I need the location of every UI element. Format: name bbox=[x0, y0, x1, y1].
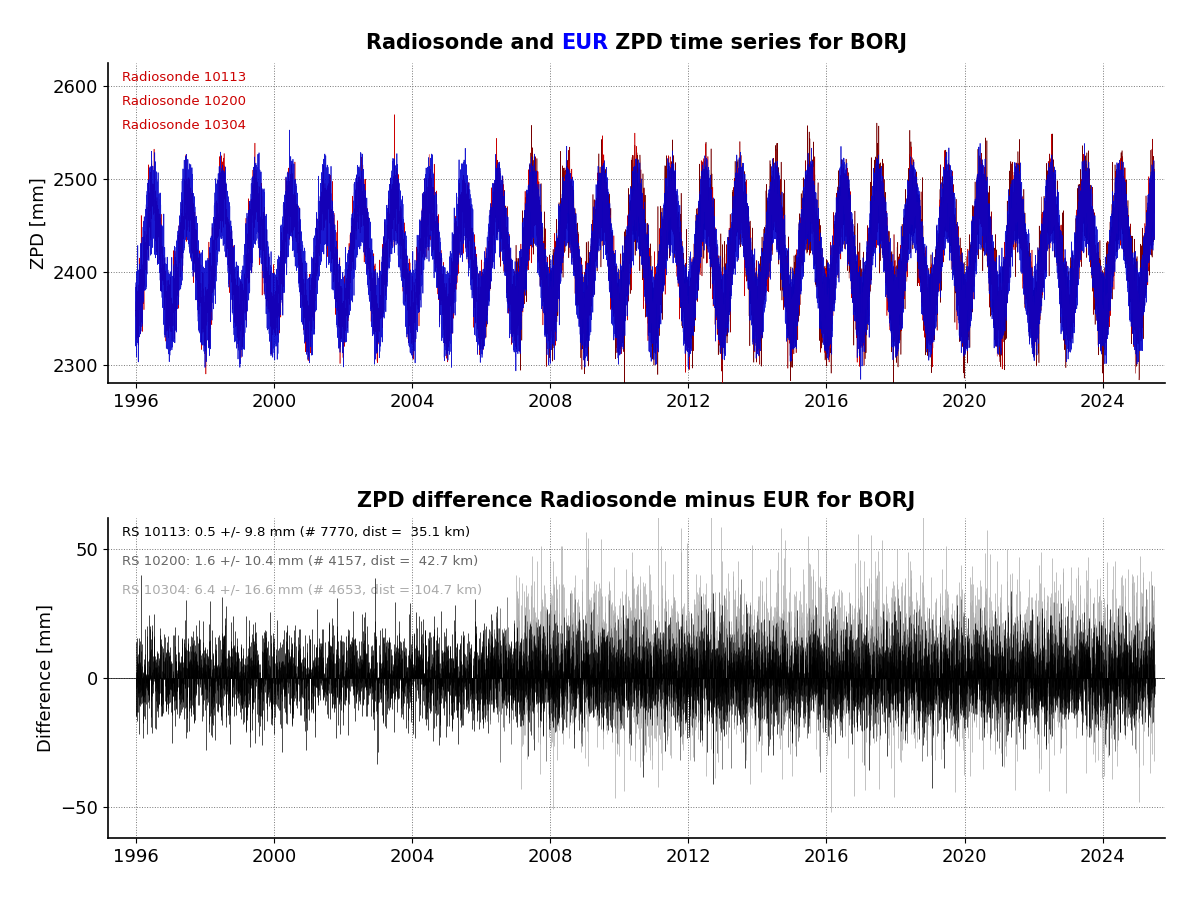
Text: Radiosonde 10304: Radiosonde 10304 bbox=[121, 119, 246, 132]
Text: Radiosonde 10113: Radiosonde 10113 bbox=[121, 71, 246, 84]
Text: RS 10113: 0.5 +/- 9.8 mm (# 7770, dist =  35.1 km): RS 10113: 0.5 +/- 9.8 mm (# 7770, dist =… bbox=[121, 526, 470, 539]
Text: Radiosonde 10200: Radiosonde 10200 bbox=[121, 96, 246, 108]
Y-axis label: ZPD [mm]: ZPD [mm] bbox=[29, 177, 47, 269]
Y-axis label: Difference [mm]: Difference [mm] bbox=[37, 604, 55, 751]
Text: EUR: EUR bbox=[561, 33, 609, 53]
Text: RS 10304: 6.4 +/- 16.6 mm (# 4653, dist = 104.7 km): RS 10304: 6.4 +/- 16.6 mm (# 4653, dist … bbox=[121, 583, 482, 596]
Text: RS 10200: 1.6 +/- 10.4 mm (# 4157, dist =  42.7 km): RS 10200: 1.6 +/- 10.4 mm (# 4157, dist … bbox=[121, 554, 478, 568]
Text: Radiosonde and: Radiosonde and bbox=[366, 33, 561, 53]
Text: ZPD time series for BORJ: ZPD time series for BORJ bbox=[609, 33, 907, 53]
Title: ZPD difference Radiosonde minus EUR for BORJ: ZPD difference Radiosonde minus EUR for … bbox=[358, 491, 915, 511]
